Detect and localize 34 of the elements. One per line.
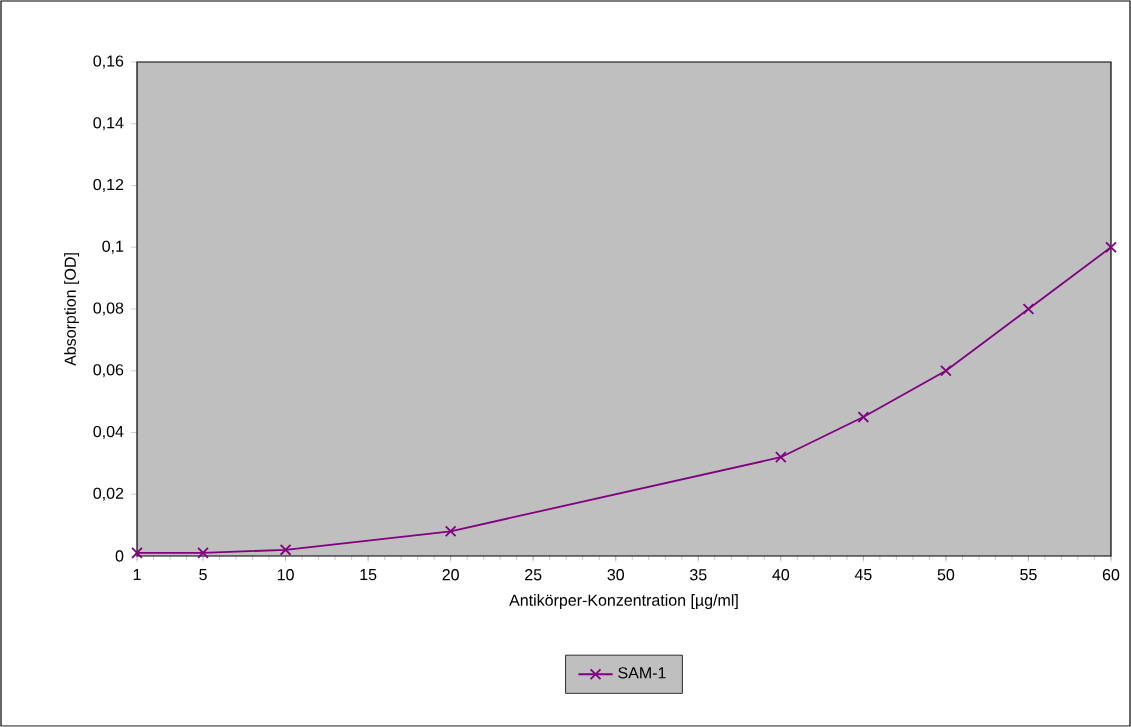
x-tick-label: 15 — [360, 569, 377, 581]
point — [1105, 241, 1117, 254]
y-tick-label: 0,02 — [93, 487, 124, 501]
x-tick-label: 50 — [937, 569, 955, 581]
x-tick-label: 5 — [199, 569, 207, 581]
point — [197, 547, 209, 559]
y-tick-label: 0,16 — [93, 55, 124, 69]
x-tick-label: 30 — [607, 569, 625, 581]
y-axis-title: Absorption [OD] — [64, 253, 80, 366]
x-tick-label: 45 — [854, 569, 872, 581]
x-tick-label: 40 — [772, 569, 790, 581]
y-tick-label: 0,08 — [93, 302, 124, 316]
legend-label: SAM-1 — [618, 667, 666, 679]
x-tick-label: 10 — [277, 569, 294, 581]
x-tick-label: 60 — [1102, 569, 1120, 581]
point — [857, 411, 870, 423]
x-tick-label: 1 — [133, 569, 141, 581]
x-axis-title: Antikörper-Konzentration [µg/ml] — [509, 594, 738, 610]
point — [1022, 303, 1035, 315]
point — [279, 543, 292, 556]
point — [444, 525, 457, 538]
y-tick-label: 0,12 — [93, 178, 124, 193]
y-tick-label: 0,14 — [93, 117, 124, 131]
y-tick-label: 0,1 — [102, 240, 124, 254]
x-tick-label: 20 — [442, 569, 459, 581]
y-tick-label: 0 — [115, 550, 124, 562]
point — [774, 451, 787, 464]
x-tick-label: 55 — [1020, 569, 1037, 581]
point — [940, 364, 952, 377]
y-tick-label: 0,06 — [93, 364, 124, 378]
y-tick-label: 0,04 — [93, 425, 124, 440]
x-tick-label: 25 — [525, 569, 542, 581]
x-tick-label: 35 — [689, 569, 707, 581]
point — [131, 547, 143, 559]
